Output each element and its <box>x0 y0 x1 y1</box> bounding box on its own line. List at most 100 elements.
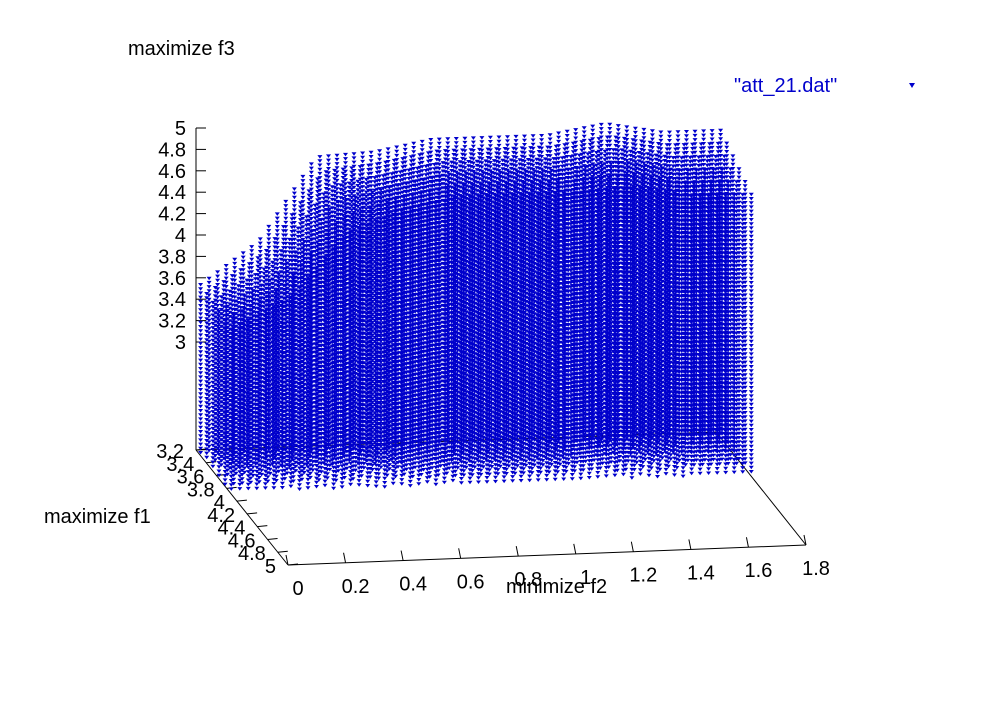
data-point-column <box>563 180 569 474</box>
data-point-column <box>335 200 341 473</box>
data-point-column <box>527 193 533 483</box>
data-point-column <box>281 225 286 460</box>
data-point-column <box>256 299 262 484</box>
data-point-column <box>657 177 663 472</box>
data-point-column <box>672 192 677 477</box>
data-point-column <box>449 160 455 463</box>
data-point-column <box>731 193 737 475</box>
y-tick-mark <box>277 550 288 553</box>
x-tick-mark <box>688 539 692 550</box>
y-tick-mark <box>247 512 258 515</box>
x-tick-label: 0.2 <box>342 576 370 598</box>
legend-marker <box>909 83 915 88</box>
data-point-column <box>424 203 430 484</box>
y-tick-label: 5 <box>265 556 276 578</box>
data-point-column <box>608 162 614 464</box>
data-point-column <box>231 314 237 486</box>
data-point-column <box>376 203 382 481</box>
data-point-column <box>706 194 712 476</box>
x-tick-mark <box>573 543 577 554</box>
data-point-column <box>717 180 723 466</box>
data-point-column <box>576 153 582 456</box>
x-axis-title: minimize f2 <box>506 576 607 598</box>
x-tick-label: 1.8 <box>802 558 830 580</box>
data-point-column <box>322 257 328 488</box>
x-tick-label: 0.6 <box>457 571 485 593</box>
data-point-column <box>273 290 279 483</box>
data-point-column <box>310 229 316 472</box>
data-point-column <box>634 162 640 465</box>
data-point-column <box>697 194 703 476</box>
data-point-column <box>538 181 543 475</box>
data-point-column <box>655 189 660 479</box>
data-point-column <box>262 310 268 490</box>
data-point-column <box>561 191 567 481</box>
data-point-column <box>493 194 498 484</box>
x-tick-mark <box>515 546 519 557</box>
y-axis-line <box>195 449 289 566</box>
data-point-column <box>299 263 305 482</box>
z-tick-label: 4.8 <box>158 139 186 161</box>
z-tick-label: 4 <box>175 225 186 247</box>
data-point-column <box>390 212 396 486</box>
data-point-column <box>595 189 601 479</box>
y-tick-label: 4 <box>214 492 225 514</box>
y-tick-label: 4.8 <box>238 543 266 565</box>
data-point-column <box>636 151 642 453</box>
data-point-column <box>725 180 731 466</box>
data-point-column <box>623 173 629 472</box>
data-point-column <box>342 215 347 480</box>
data-point-column <box>648 176 654 470</box>
data-point-column <box>510 193 516 483</box>
data-point-column <box>461 183 467 477</box>
data-point-column <box>700 181 705 467</box>
y-tick-label: 4.4 <box>218 518 246 540</box>
data-point-column <box>365 223 371 488</box>
x-tick-label: 1 <box>580 567 591 589</box>
data-point-column <box>382 216 388 489</box>
data-point-column <box>748 192 754 474</box>
data-point-column <box>393 197 399 479</box>
data-point-column <box>469 183 475 477</box>
data-point-column <box>673 143 679 446</box>
y-tick-mark <box>267 537 278 540</box>
x-tick-mark <box>630 541 634 552</box>
data-point-column <box>629 186 635 480</box>
data-point-column <box>399 209 405 486</box>
x-tick-label: 1.4 <box>687 562 715 584</box>
data-point-column <box>307 253 313 480</box>
data-point-column <box>680 193 686 479</box>
data-point-column <box>544 192 550 482</box>
data-point-column <box>708 181 714 467</box>
x-axis-line <box>287 544 807 566</box>
data-point-column <box>373 220 379 489</box>
data-point-column <box>552 192 558 482</box>
y-tick-label: 3.2 <box>156 441 184 463</box>
data-point-column <box>484 194 490 484</box>
data-point-column <box>356 227 362 487</box>
data-point-column <box>503 182 509 476</box>
data-point-column <box>378 188 384 470</box>
data-point-column <box>450 197 456 483</box>
data-point-column <box>233 299 239 476</box>
data-point-column <box>314 266 319 489</box>
data-point-column <box>410 193 416 479</box>
data-point-column <box>359 209 364 478</box>
z-tick-label: 5 <box>175 118 186 140</box>
data-point-column <box>259 283 265 477</box>
y-tick-label: 3.4 <box>166 454 194 476</box>
data-point-column <box>586 190 592 480</box>
data-point-column <box>416 205 422 486</box>
data-point-column <box>476 194 481 484</box>
data-point-column <box>242 294 248 475</box>
y-tick-mark <box>287 563 299 566</box>
data-point-column <box>723 193 729 475</box>
data-point-column <box>689 194 695 476</box>
data-point-column <box>614 174 620 473</box>
data-point-column <box>521 181 526 475</box>
data-point-column <box>495 182 501 476</box>
x-tick-label: 0 <box>292 578 303 600</box>
y-tick-label: 3.6 <box>177 467 205 489</box>
data-point-column <box>384 200 390 478</box>
y-tick-label: 4.6 <box>228 530 256 552</box>
